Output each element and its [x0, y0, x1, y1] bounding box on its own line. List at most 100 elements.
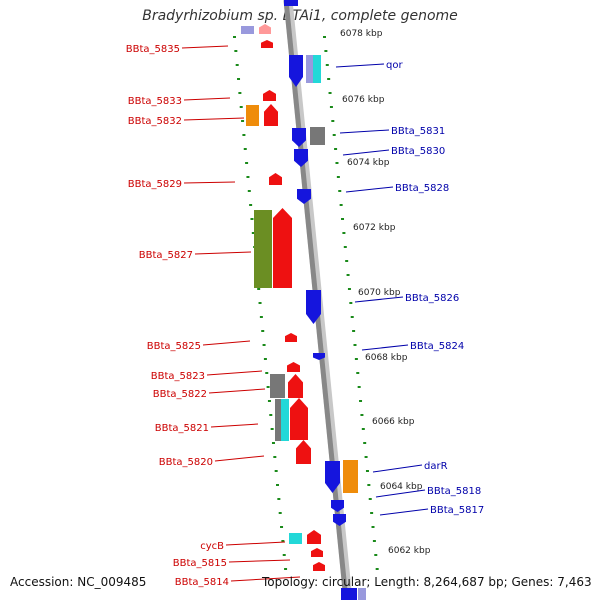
leader-line-right: [354, 296, 404, 303]
gene-label-leaders: [181, 45, 429, 582]
leader-line-left: [183, 117, 245, 121]
gene-box: [246, 105, 259, 126]
tick-mark: [356, 372, 360, 374]
gene-label-left: BBta_5815: [173, 558, 227, 569]
gene-box: [241, 26, 254, 34]
tick-mark: [375, 568, 379, 570]
tick-mark: [265, 372, 269, 374]
tick-mark: [361, 428, 365, 430]
tick-mark: [345, 260, 349, 262]
leader-line-right: [335, 63, 385, 68]
gene-label-left: cycB: [200, 541, 224, 552]
tick-mark: [266, 386, 270, 388]
kbp-label: 6064 kbp: [380, 482, 423, 492]
leader-line-right: [379, 508, 429, 516]
tick-mark: [343, 246, 347, 248]
leader-line-left: [202, 340, 251, 346]
kbp-label: 6078 kbp: [340, 29, 383, 39]
leader-line-left: [183, 97, 231, 101]
gene-box: [289, 533, 302, 544]
kbp-label: 6076 kbp: [342, 95, 385, 105]
tick-mark: [367, 484, 371, 486]
gene-label-left: BBta_5823: [151, 371, 205, 382]
leader-line-left: [230, 576, 301, 582]
tick-mark: [281, 540, 285, 542]
gene-arrow-forward: [259, 24, 271, 34]
kbp-label: 6070 kbp: [358, 288, 401, 298]
tick-mark: [352, 330, 356, 332]
gene-label-left: BBta_5820: [159, 457, 213, 468]
tick-mark: [270, 428, 274, 430]
gene-arrow-forward: [290, 398, 308, 440]
tick-mark: [370, 512, 374, 514]
tick-mark: [245, 162, 249, 164]
leader-line-left: [225, 541, 286, 546]
tick-mark: [249, 204, 253, 206]
tick-mark: [259, 316, 263, 318]
tick-mark: [372, 540, 376, 542]
gene-label-left: BBta_5822: [153, 389, 207, 400]
gene-label-left: BBta_5814: [175, 577, 229, 588]
tick-mark: [269, 414, 273, 416]
gene-arrow-reverse: [331, 500, 344, 512]
gene-arrow-reverse: [294, 149, 308, 167]
tick-mark: [284, 568, 288, 570]
gene-label-right: qor: [386, 60, 403, 71]
leader-line-right: [375, 489, 426, 498]
tick-mark: [371, 526, 375, 528]
tick-mark: [354, 358, 358, 360]
gene-arrow-reverse: [313, 353, 325, 360]
gene-label-right: BBta_5831: [391, 126, 445, 137]
tick-mark: [251, 232, 255, 234]
gene-arrow-forward: [264, 104, 278, 126]
tick-mark: [334, 148, 338, 150]
tick-mark: [233, 36, 236, 38]
gene-labels: BBta_5835 BBta_5833 BBta_5832 BBta_5829 BBta…: [126, 44, 484, 588]
kbp-label: 6068 kbp: [365, 353, 408, 363]
gene-label-left: BBta_5833: [128, 96, 182, 107]
kbp-label: 6066 kbp: [372, 417, 415, 427]
kbp-label: 6072 kbp: [353, 223, 396, 233]
gene-arrow-forward: [296, 440, 311, 464]
gene-arrow-reverse: [289, 55, 303, 87]
leader-line-right: [345, 186, 394, 193]
tick-mark: [341, 218, 345, 220]
tick-mark: [360, 414, 364, 416]
gene-arrow-reverse: [333, 514, 346, 526]
tick-mark: [331, 120, 335, 122]
tick-mark: [239, 106, 243, 108]
leader-line-left: [208, 388, 266, 394]
tick-mark: [273, 456, 277, 458]
gene-arrow-reverse: [306, 290, 321, 324]
gene-label-right: BBta_5817: [430, 505, 484, 516]
tick-mark: [346, 274, 350, 276]
gene-label-left: BBta_5821: [155, 423, 209, 434]
topology-text: Topology: circular; Length: 8,264,687 bp…: [262, 575, 592, 589]
tick-mark: [374, 554, 378, 556]
gene-arrow-forward: [285, 333, 297, 342]
gene-label-left: BBta_5835: [126, 44, 180, 55]
gene-arrow-reverse: [292, 128, 306, 147]
gene-arrow-forward: [273, 208, 292, 288]
tick-mark: [332, 134, 336, 136]
tick-mark: [342, 232, 346, 234]
leader-line-right: [361, 344, 409, 351]
tick-mark: [365, 470, 369, 472]
tick-mark: [247, 190, 251, 192]
tick-mark: [357, 386, 361, 388]
gene-box: [310, 127, 325, 145]
tick-mark: [324, 50, 328, 52]
gene-arrow-forward: [313, 562, 325, 571]
leader-line-left: [194, 251, 252, 255]
tick-mark: [235, 64, 239, 66]
gene-label-left: BBta_5832: [128, 116, 182, 127]
kbp-label: 6074 kbp: [347, 158, 390, 168]
gene-arrow-forward: [307, 530, 321, 544]
tick-mark: [325, 64, 329, 66]
gene-box: [358, 588, 366, 600]
tick-mark: [329, 106, 333, 108]
gene-box: [343, 460, 358, 493]
tick-mark: [242, 134, 246, 136]
gene-box: [306, 55, 314, 83]
